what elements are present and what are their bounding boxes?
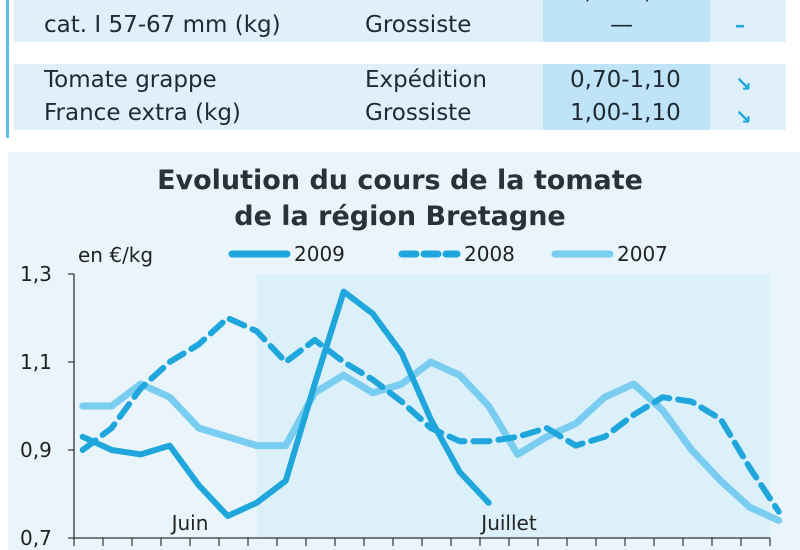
price-column-bg (543, 0, 710, 42)
stage-label: Grossiste (365, 100, 472, 126)
trend-up-icon: ↗ (735, 0, 752, 7)
series-line-2007 (79, 358, 783, 524)
series-line-2008 (79, 315, 782, 515)
stage-label: Introduction (365, 0, 504, 9)
table-left-rule (6, 0, 9, 138)
stage-label: Grossiste (365, 12, 472, 38)
trend-stable-icon: – (735, 13, 745, 37)
price-value: 0,50-0,70 (570, 0, 681, 9)
table-row: Tomate ronde France cat. I 57-67 mm (kg)… (0, 0, 800, 42)
price-column-bg (543, 64, 710, 130)
table-row: Tomate grappe France extra (kg) Expéditi… (0, 64, 800, 130)
product-label: France extra (kg) (44, 100, 241, 126)
price-value: 0,70-1,10 (570, 67, 681, 93)
legend-label: 2007 (617, 242, 668, 266)
price-value: 1,00-1,10 (570, 100, 681, 126)
y-tick-label: 1,3 (20, 262, 52, 286)
month-label: Juin (170, 511, 209, 535)
product-label: Tomate grappe (44, 67, 217, 93)
month-label: Juillet (479, 511, 537, 535)
series-line-2009 (79, 288, 492, 519)
price-value: — (610, 12, 633, 38)
legend-label: 2008 (464, 242, 515, 266)
plot-band (256, 274, 770, 538)
y-tick-label: 0,7 (20, 526, 52, 550)
y-tick-label: 0,9 (20, 438, 52, 462)
product-label: Tomate ronde France (44, 0, 285, 9)
trend-down-icon: ↘ (735, 105, 752, 129)
y-axis-label: en €/kg (78, 243, 153, 267)
y-tick-label: 1,1 (20, 350, 52, 374)
product-label: cat. I 57-67 mm (kg) (44, 12, 281, 38)
legend-label: 2009 (294, 242, 345, 266)
chart-title: Evolution du cours de la tomate (157, 165, 643, 196)
trend-down-icon: ↘ (735, 72, 752, 96)
chart-subtitle: de la région Bretagne (234, 201, 566, 232)
price-table: Tomate ronde France cat. I 57-67 mm (kg)… (0, 0, 800, 138)
stage-label: Expédition (365, 67, 487, 93)
